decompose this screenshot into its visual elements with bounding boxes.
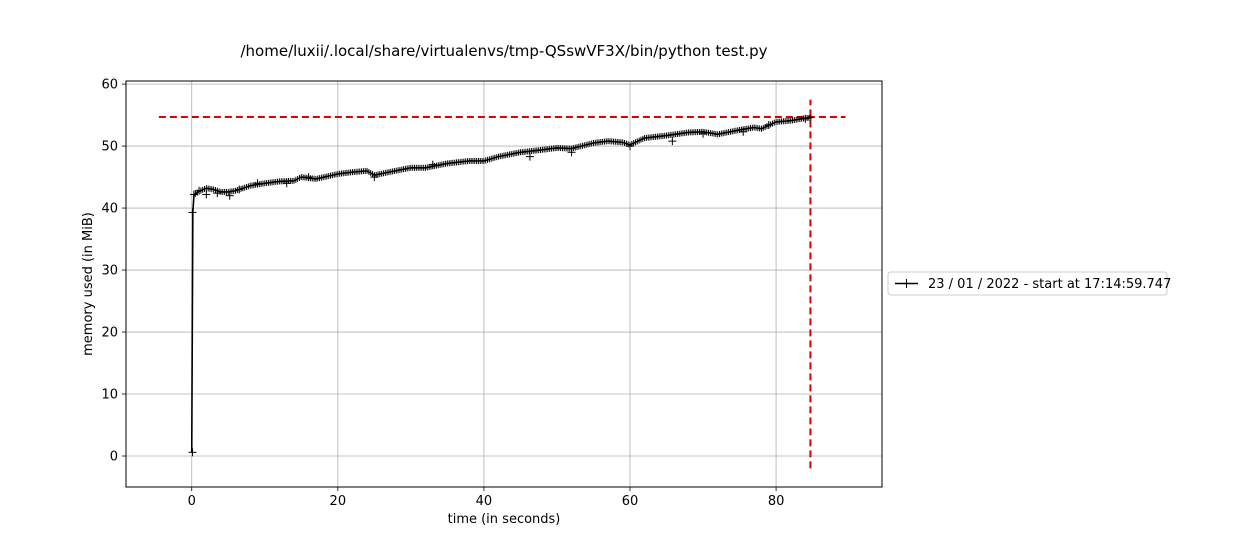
y-tick-label: 20: [101, 326, 118, 341]
data-point-marker: [225, 191, 234, 200]
legend-entry-label: 23 / 01 / 2022 - start at 17:14:59.747: [928, 277, 1171, 292]
y-tick-label: 60: [101, 78, 118, 93]
y-tick-label: 40: [101, 202, 118, 217]
data-point-marker: [195, 186, 204, 195]
data-point-marker: [282, 179, 291, 188]
chart-title: /home/luxii/.local/share/virtualenvs/tmp…: [240, 42, 767, 60]
plot-frame: [125, 80, 883, 488]
x-tick-label: 80: [768, 494, 785, 509]
data-point-marker: [253, 179, 262, 188]
data-point-marker: [739, 127, 748, 136]
data-point-marker: [801, 114, 810, 123]
x-tick-label: 60: [622, 494, 639, 509]
y-tick-label: 0: [110, 450, 118, 465]
data-point-marker: [699, 129, 708, 138]
y-tick-label: 50: [101, 140, 118, 155]
x-tick-label: 20: [330, 494, 347, 509]
data-point-marker: [304, 173, 313, 182]
y-tick-label: 30: [101, 264, 118, 279]
data-point-marker: [189, 190, 198, 199]
data-point-marker: [213, 189, 222, 198]
data-point-marker: [428, 160, 437, 169]
data-point-marker: [202, 190, 211, 199]
axis-ticks: 0 20 40 60 80 0 10 20 30 40 50 60: [101, 78, 784, 509]
series-line: [190, 116, 813, 453]
legend-box: [887, 271, 1168, 296]
legend: 23 / 01 / 2022 - start at 17:14:59.747: [887, 271, 1171, 296]
grid: [126, 81, 882, 487]
y-tick-label: 10: [101, 388, 118, 403]
data-point-marker: [626, 142, 634, 151]
data-point-marker: [188, 448, 197, 457]
data-point-marker: [370, 173, 379, 182]
data-point-marker: [235, 185, 244, 194]
data-point-marker: [668, 137, 677, 146]
y-axis-label: memory used (in MiB): [81, 212, 96, 356]
x-axis-label: time (in seconds): [448, 512, 561, 527]
data-point-marker: [525, 152, 534, 161]
annotations: [158, 99, 846, 469]
x-tick-label: 0: [188, 494, 196, 509]
data-point-marker: [567, 148, 576, 157]
series-layer: [188, 114, 813, 457]
data-point-marker: [188, 208, 197, 217]
data-point-marker: [764, 121, 773, 130]
x-tick-label: 40: [476, 494, 493, 509]
